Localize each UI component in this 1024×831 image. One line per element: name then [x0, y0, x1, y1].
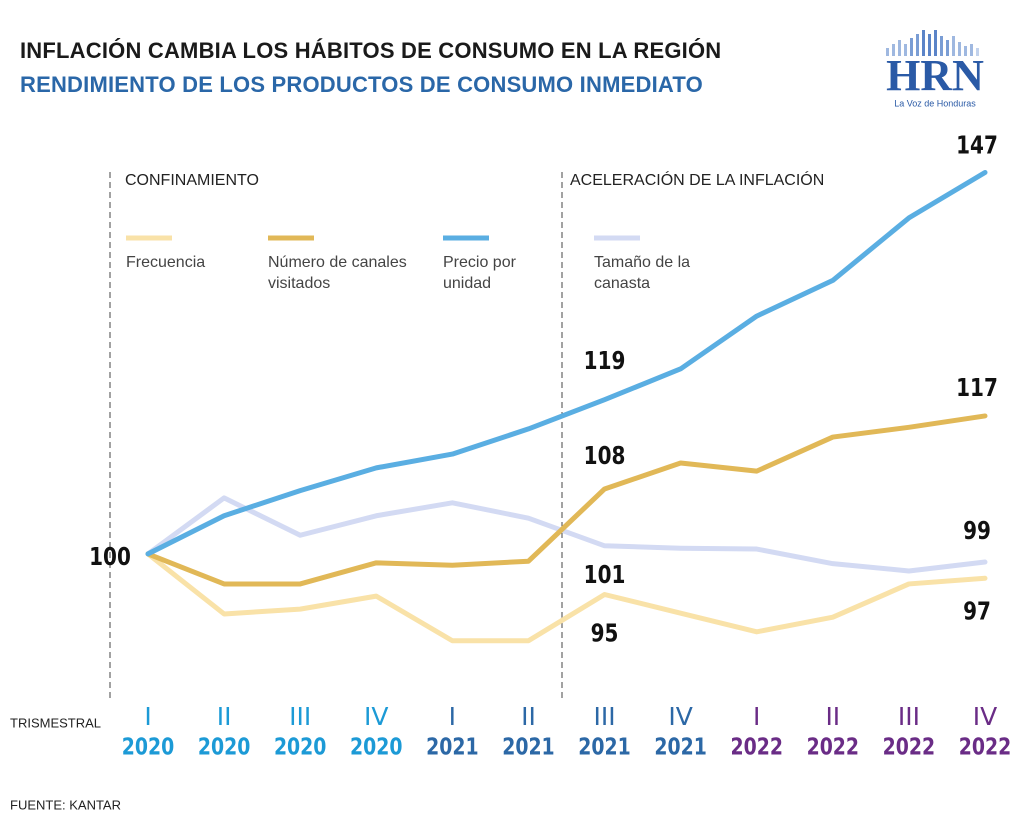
x-axis-label: TRISMESTRAL	[10, 715, 101, 730]
x-tick-label: 2020	[274, 733, 326, 760]
logo-text: HRN	[886, 51, 984, 100]
data-label: 99	[963, 517, 991, 546]
legend-label: Número de canales visitados	[268, 254, 407, 292]
legend-label: Precio por unidad	[443, 254, 516, 292]
x-tick-label: 2022	[730, 733, 782, 760]
x-tick-label: I	[753, 702, 760, 731]
legend-label: Tamaño de la canasta	[594, 254, 691, 292]
data-label: 117	[956, 374, 998, 403]
legend-label: Frecuencia	[126, 254, 206, 271]
data-label: 119	[584, 347, 626, 376]
x-tick-label: II	[825, 702, 840, 731]
annotation: CONFINAMIENTO	[125, 172, 259, 189]
source: FUENTE: KANTAR	[10, 797, 121, 812]
x-tick-label: 2022	[807, 733, 859, 760]
annotation: ACELERACIÓN DE LA INFLACIÓN	[570, 170, 824, 189]
data-label: 100	[89, 543, 131, 572]
x-tick-label: 2020	[122, 733, 174, 760]
chart-subtitle: RENDIMIENTO DE LOS PRODUCTOS DE CONSUMO …	[20, 72, 703, 97]
logo: HRN La Voz de Honduras	[886, 30, 984, 108]
x-tick-label: IV	[364, 702, 388, 731]
x-tick-label: 2022	[883, 733, 935, 760]
x-tick-label: III	[898, 702, 920, 731]
x-tick-label: III	[593, 702, 615, 731]
x-tick-label: 2022	[959, 733, 1011, 760]
data-label: 95	[591, 620, 619, 649]
x-tick-label: IV	[973, 702, 997, 731]
series-line	[145, 495, 988, 574]
x-tick-label: 2020	[198, 733, 250, 760]
x-tick-label: 2020	[350, 733, 402, 760]
series-line	[145, 169, 988, 557]
data-label: 101	[584, 561, 626, 590]
x-tick-label: II	[521, 702, 536, 731]
logo-tagline: La Voz de Honduras	[894, 98, 976, 108]
x-tick-label: IV	[668, 702, 692, 731]
data-label: 147	[956, 132, 998, 161]
x-tick-label: 2021	[502, 733, 554, 760]
x-tick-label: I	[449, 702, 456, 731]
series-line	[145, 413, 988, 587]
x-tick-label: I	[144, 702, 151, 731]
x-tick-label: 2021	[654, 733, 706, 760]
data-label: 97	[963, 597, 991, 626]
x-tick-label: 2021	[426, 733, 478, 760]
data-label: 108	[584, 442, 626, 471]
chart-title: INFLACIÓN CAMBIA LOS HÁBITOS DE CONSUMO …	[20, 38, 722, 63]
series-line	[145, 551, 988, 644]
x-tick-label: III	[289, 702, 311, 731]
x-tick-label: II	[217, 702, 232, 731]
x-tick-label: 2021	[578, 733, 630, 760]
